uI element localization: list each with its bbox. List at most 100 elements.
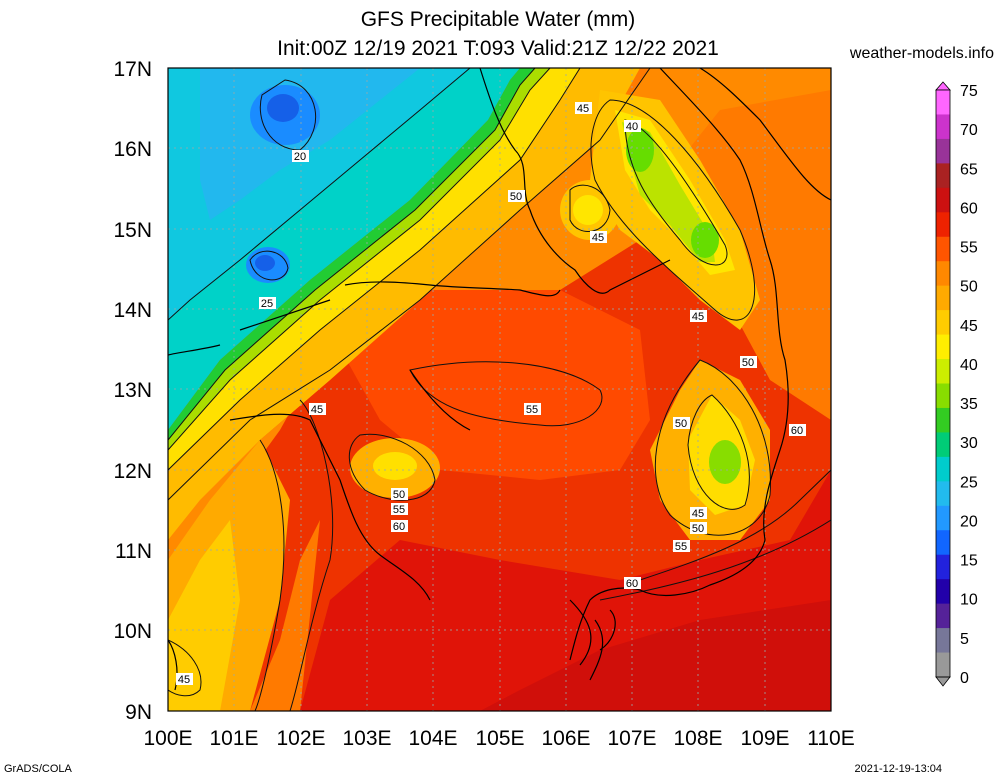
colorbar-swatch <box>936 505 950 531</box>
colorbar-swatch <box>936 530 950 556</box>
colorbar-swatch <box>936 579 950 605</box>
contour-label: 60 <box>391 520 408 533</box>
colorbar-label: 30 <box>960 435 978 452</box>
colorbar-frame <box>935 89 951 678</box>
contour-label: 45 <box>309 403 326 416</box>
grid-lines <box>168 68 831 711</box>
contour-label: 40 <box>624 120 641 133</box>
colorbar-swatch <box>936 163 950 189</box>
svg-text:55: 55 <box>526 404 538 416</box>
contour-label: 50 <box>740 356 757 369</box>
map-subtitle: Init:00Z 12/19 2021 T:093 Valid:21Z 12/2… <box>277 37 719 60</box>
svg-text:60: 60 <box>626 578 638 590</box>
colorbar-swatch <box>936 114 950 140</box>
contour-label: 45 <box>575 102 592 115</box>
svg-text:50: 50 <box>675 418 687 430</box>
svg-text:50: 50 <box>510 191 522 203</box>
lat-label: 15N <box>113 219 152 242</box>
contour-label: 25 <box>259 297 276 310</box>
colorbar-label: 70 <box>960 122 978 139</box>
colorbar-swatch <box>936 138 950 164</box>
lat-label: 12N <box>113 460 152 483</box>
svg-text:55: 55 <box>393 504 405 516</box>
lat-label: 13N <box>113 379 152 402</box>
svg-text:60: 60 <box>791 425 803 437</box>
colorbar-label: 10 <box>960 592 978 609</box>
svg-text:45: 45 <box>692 508 704 520</box>
colorbar-swatch <box>936 187 950 213</box>
lat-label: 9N <box>125 701 152 724</box>
svg-text:20: 20 <box>294 151 306 163</box>
site-credit: weather-models.info <box>849 45 994 62</box>
contour-label: 45 <box>176 673 193 686</box>
colorbar-swatch <box>936 285 950 311</box>
lon-label: 106E <box>541 727 590 750</box>
colorbar-swatch <box>936 407 950 433</box>
lat-label: 14N <box>113 299 152 322</box>
colorbar-swatch <box>936 554 950 580</box>
contour-label: 20 <box>292 150 309 163</box>
contour-label: 55 <box>673 540 690 553</box>
map-title: GFS Precipitable Water (mm) <box>360 8 636 31</box>
colorbar-label: 25 <box>960 474 978 491</box>
lon-label: 108E <box>673 727 722 750</box>
map-frame <box>167 67 832 712</box>
colorbar-swatch <box>936 383 950 409</box>
colorbar-swatch <box>936 481 950 507</box>
colorbar-label: 50 <box>960 279 978 296</box>
contour-label: 50 <box>391 488 408 501</box>
lon-label: 104E <box>408 727 457 750</box>
svg-text:45: 45 <box>692 311 704 323</box>
colorbar-label: 75 <box>960 83 978 100</box>
timestamp: 2021-12-19-13:04 <box>854 763 942 775</box>
colorbar-bottom-arrow <box>935 676 951 687</box>
lon-label: 100E <box>143 727 192 750</box>
colorbar-label: 5 <box>960 631 969 648</box>
contour-label: 50 <box>690 522 707 535</box>
svg-text:60: 60 <box>393 521 405 533</box>
lon-label: 103E <box>342 727 391 750</box>
colorbar-swatch <box>936 90 950 115</box>
colorbar-swatch <box>936 652 950 678</box>
svg-text:45: 45 <box>178 674 190 686</box>
colorbar-swatch <box>936 628 950 654</box>
lon-label: 109E <box>740 727 789 750</box>
svg-text:45: 45 <box>311 404 323 416</box>
svg-text:45: 45 <box>592 232 604 244</box>
lon-axis: 100E 101E 102E 103E 104E 105E 106E 107E … <box>143 727 854 750</box>
contour-label: 50 <box>673 417 690 430</box>
colorbar-label: 0 <box>960 670 969 687</box>
contour-label-group: 20 25 45 40 50 45 45 50 55 45 50 60 50 5… <box>176 102 806 686</box>
lat-label: 16N <box>113 138 152 161</box>
lat-label: 11N <box>115 540 152 563</box>
contour-label: 45 <box>590 231 607 244</box>
colorbar-label: 35 <box>960 396 978 413</box>
svg-text:55: 55 <box>675 541 687 553</box>
lon-label: 107E <box>607 727 656 750</box>
lat-label: 10N <box>113 620 152 643</box>
lon-label: 110E <box>807 727 855 750</box>
colorbar-swatch <box>936 359 950 384</box>
lon-label: 101E <box>209 727 258 750</box>
colorbar-swatch <box>936 603 950 629</box>
colorbar-swatch <box>936 334 950 360</box>
colorbar-label: 15 <box>960 553 978 570</box>
contour-label: 60 <box>624 577 641 590</box>
contour-label: 45 <box>690 310 707 323</box>
colorbar-swatch <box>936 432 950 458</box>
colorbar-swatch <box>936 310 950 336</box>
colorbar-swatch <box>936 236 950 262</box>
colorbar-top-arrow <box>935 81 951 91</box>
svg-text:40: 40 <box>626 121 638 133</box>
pw-field <box>168 68 831 711</box>
contour-lines <box>168 68 831 711</box>
colorbar-label: 45 <box>960 318 978 335</box>
svg-text:50: 50 <box>393 489 405 501</box>
lat-label: 17N <box>113 58 152 81</box>
contour-label: 55 <box>524 403 541 416</box>
coastlines <box>168 68 831 691</box>
svg-text:45: 45 <box>577 103 589 115</box>
